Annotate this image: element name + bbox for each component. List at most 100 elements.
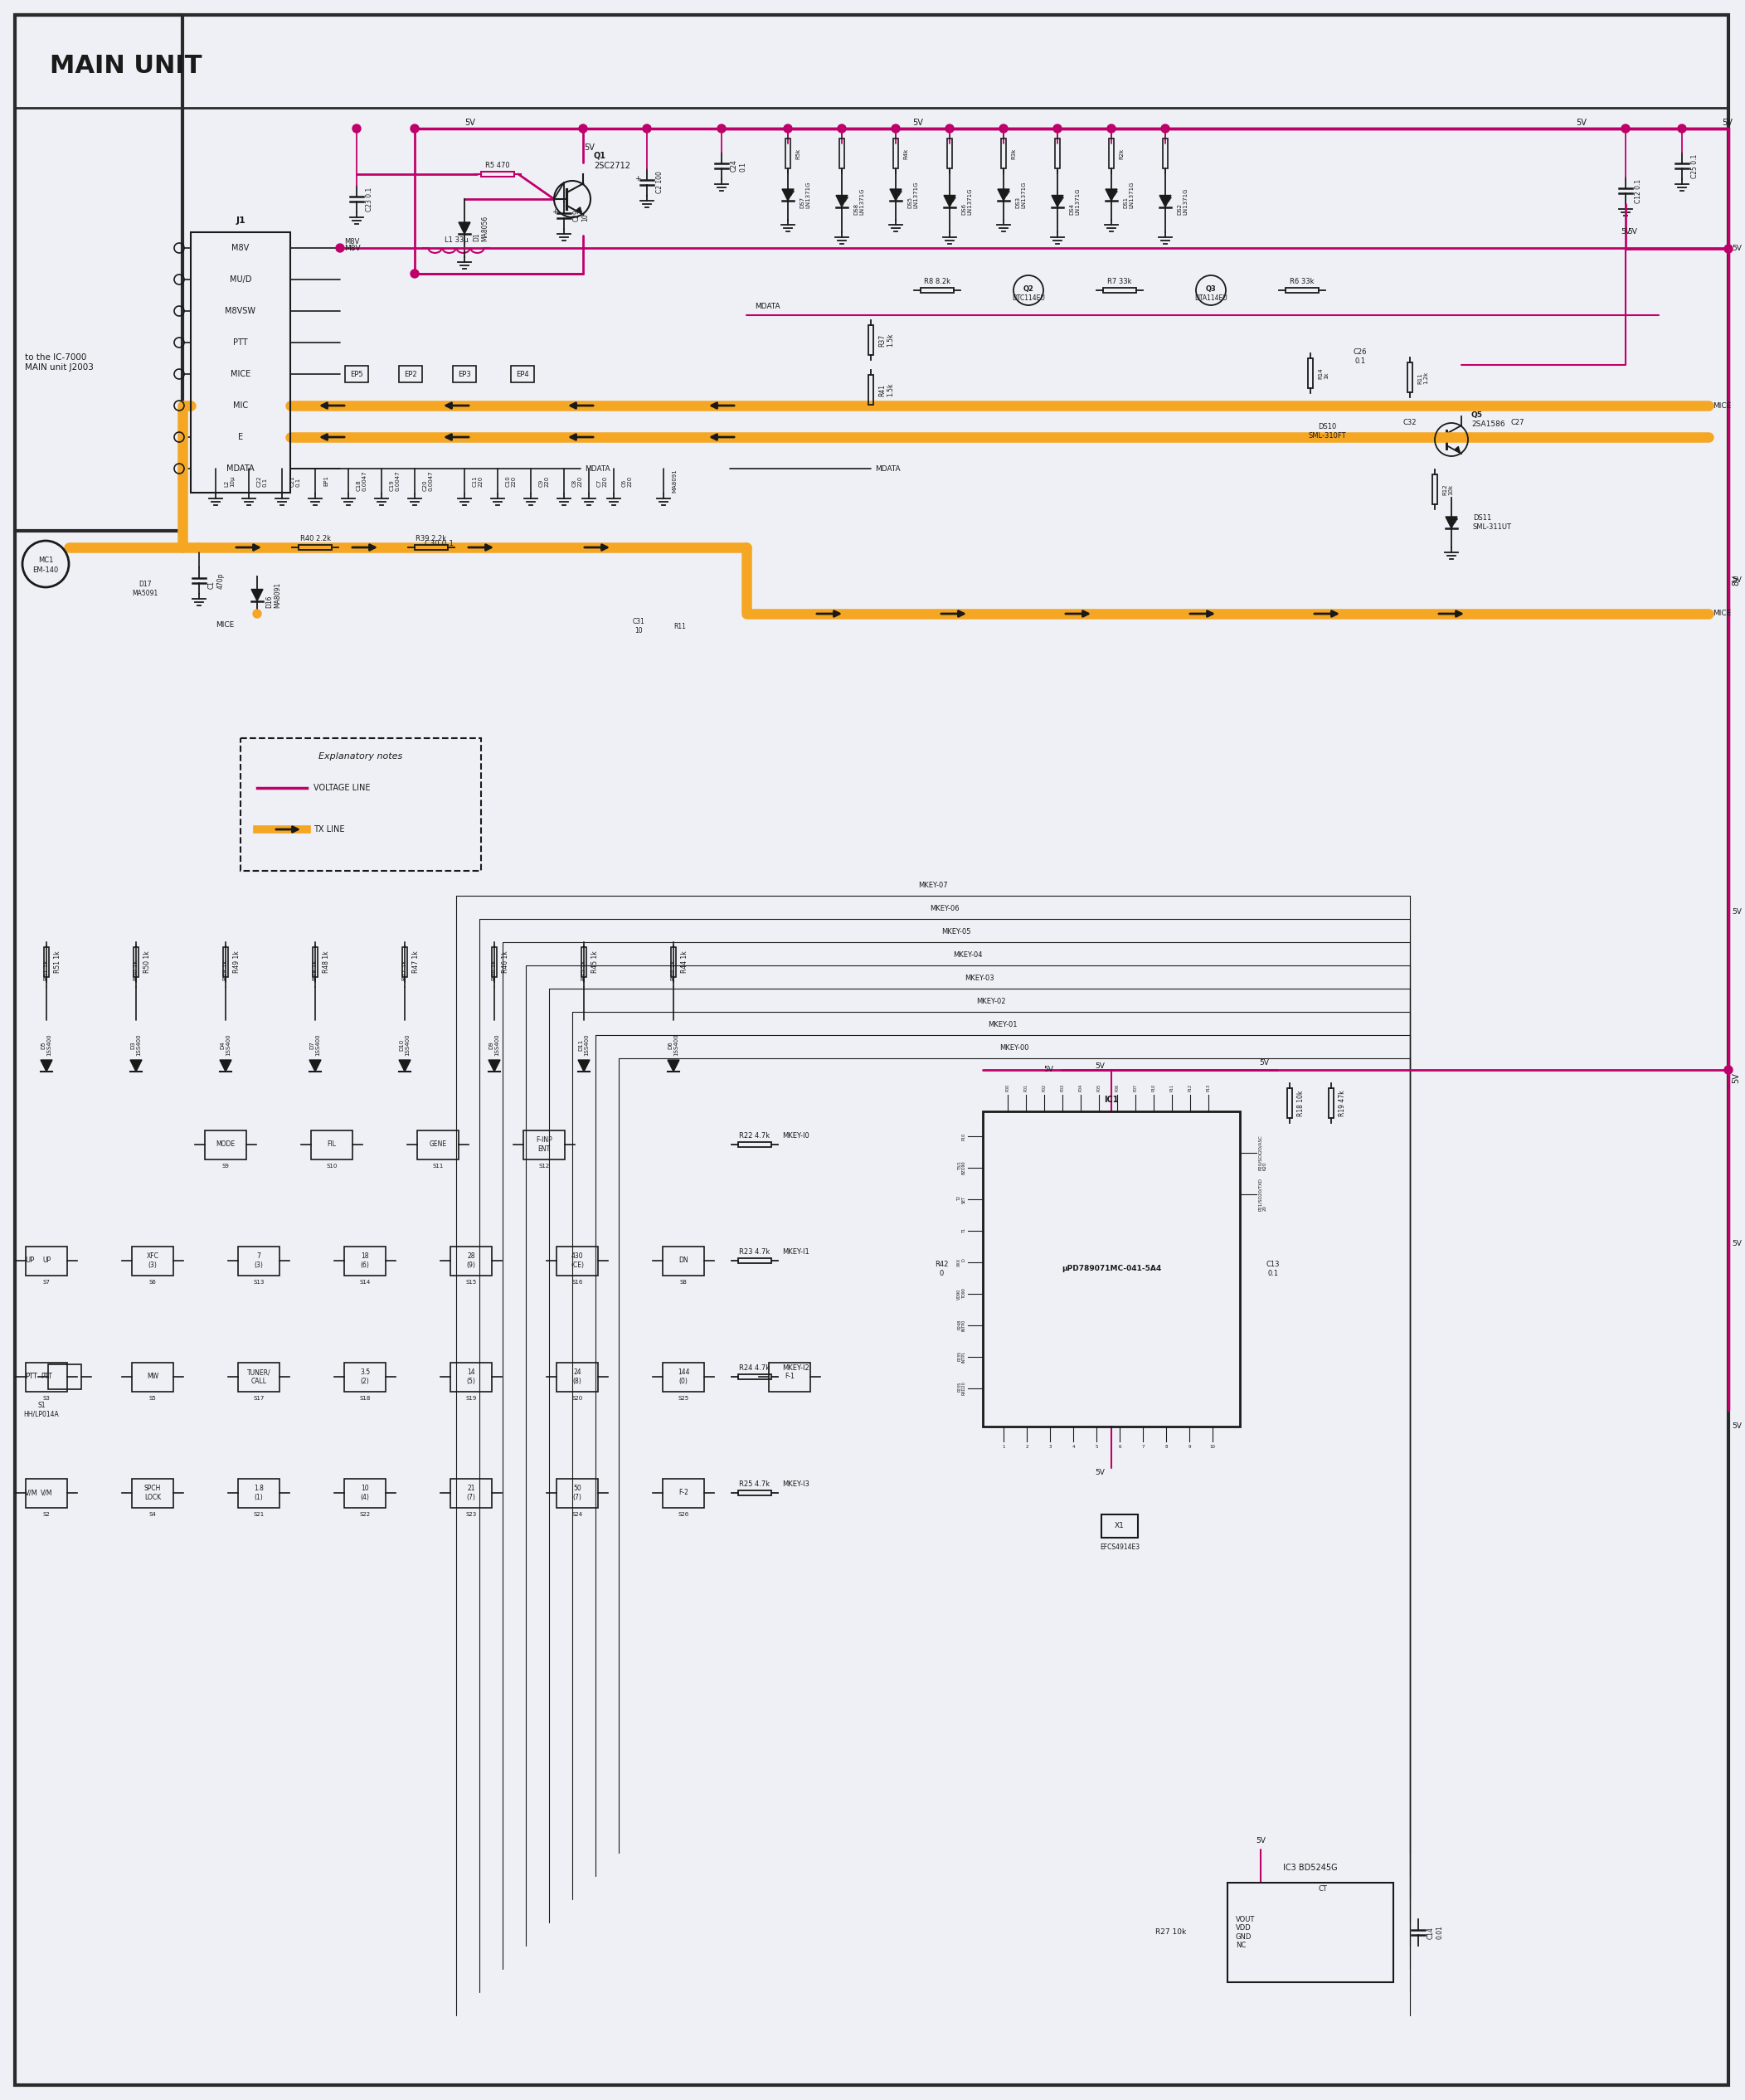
- Text: C13
0.1: C13 0.1: [1267, 1260, 1279, 1277]
- Text: D5
1SS400: D5 1SS400: [42, 1033, 52, 1056]
- Circle shape: [410, 124, 419, 132]
- Circle shape: [946, 124, 955, 132]
- Text: C26
0.1: C26 0.1: [1354, 349, 1366, 365]
- Text: C21
0.1: C21 0.1: [290, 475, 302, 487]
- Text: S24: S24: [572, 1512, 583, 1518]
- Text: R27 10k: R27 10k: [1155, 1928, 1187, 1936]
- Text: MKEY-I0: MKEY-I0: [782, 1132, 810, 1140]
- Text: 2: 2: [1026, 1445, 1028, 1449]
- Text: 5V: 5V: [1260, 1060, 1269, 1067]
- Text: S5: S5: [148, 1397, 157, 1401]
- Text: R51 1k: R51 1k: [54, 951, 61, 972]
- Text: R46 1k: R46 1k: [492, 960, 497, 981]
- Circle shape: [642, 124, 651, 132]
- Polygon shape: [890, 189, 902, 202]
- Text: C8
220: C8 220: [572, 475, 583, 487]
- Text: MKEY-01: MKEY-01: [988, 1021, 1017, 1029]
- Text: R44 1k: R44 1k: [672, 960, 675, 981]
- Text: E: E: [237, 433, 243, 441]
- Text: MKEY-02: MKEY-02: [977, 998, 1005, 1006]
- Text: F-2: F-2: [679, 1489, 688, 1497]
- Bar: [557, 1363, 599, 1392]
- Text: CT: CT: [1319, 1886, 1328, 1892]
- Text: VD90
TO90: VD90 TO90: [958, 1287, 967, 1300]
- Bar: [948, 139, 953, 168]
- Bar: [1227, 1884, 1393, 1982]
- Text: R6 33k: R6 33k: [1290, 279, 1314, 286]
- Text: C27: C27: [1511, 420, 1525, 426]
- Bar: [450, 1363, 492, 1392]
- Text: MODE: MODE: [216, 1140, 236, 1149]
- Text: 144
(0): 144 (0): [677, 1369, 689, 1384]
- Text: EM-140: EM-140: [33, 567, 59, 573]
- Text: T2
SET: T2 SET: [958, 1195, 967, 1203]
- Text: 5V: 5V: [1731, 909, 1742, 916]
- Bar: [344, 1245, 386, 1275]
- Circle shape: [1724, 1067, 1733, 1073]
- Text: P00: P00: [1005, 1084, 1010, 1092]
- Text: IC3 BD5245G: IC3 BD5245G: [1283, 1863, 1338, 1871]
- Text: S13: S13: [253, 1281, 263, 1285]
- Bar: [1101, 1514, 1138, 1537]
- Polygon shape: [1106, 189, 1117, 202]
- Text: D4
1SS400: D4 1SS400: [220, 1033, 230, 1056]
- Bar: [524, 1130, 565, 1159]
- Text: P12: P12: [1188, 1084, 1192, 1092]
- Text: P248
INTP0: P248 INTP0: [958, 1319, 967, 1331]
- Polygon shape: [220, 1060, 232, 1071]
- Text: 5V: 5V: [464, 118, 475, 126]
- Polygon shape: [998, 189, 1009, 202]
- Text: L2
10μ: L2 10μ: [223, 475, 236, 487]
- Text: C31
10: C31 10: [632, 617, 646, 634]
- Text: UP: UP: [24, 1258, 35, 1264]
- Text: R51 1k: R51 1k: [44, 960, 49, 981]
- Text: MKEY-00: MKEY-00: [1000, 1044, 1030, 1052]
- Bar: [237, 1363, 279, 1392]
- Text: V/M: V/M: [40, 1489, 52, 1497]
- Polygon shape: [251, 590, 263, 601]
- Bar: [982, 1111, 1241, 1426]
- Text: 5V: 5V: [1256, 1838, 1265, 1846]
- Circle shape: [335, 244, 344, 252]
- Text: D16
MA8091: D16 MA8091: [265, 582, 281, 609]
- Text: S14: S14: [359, 1281, 370, 1285]
- Text: R23 4.7k: R23 4.7k: [740, 1250, 770, 1256]
- Text: R5 470: R5 470: [485, 162, 510, 170]
- Text: S12: S12: [539, 1163, 550, 1170]
- Text: MKEY-I3: MKEY-I3: [782, 1480, 810, 1489]
- Text: R47 1k: R47 1k: [412, 951, 419, 972]
- Text: 6: 6: [1119, 1445, 1120, 1449]
- Text: R24 4.7k: R24 4.7k: [740, 1365, 770, 1371]
- Text: 5V: 5V: [1621, 229, 1630, 235]
- Text: 5V: 5V: [1731, 246, 1742, 252]
- Bar: [312, 947, 318, 977]
- Bar: [311, 1130, 352, 1159]
- Text: UP: UP: [42, 1258, 51, 1264]
- Text: S21: S21: [253, 1512, 263, 1518]
- Text: M8V: M8V: [344, 244, 361, 252]
- Text: P05: P05: [1098, 1084, 1101, 1092]
- Text: 2SA1586: 2SA1586: [1471, 420, 1504, 428]
- Circle shape: [195, 544, 202, 552]
- Bar: [738, 1373, 771, 1380]
- Text: 7
(3): 7 (3): [255, 1252, 263, 1268]
- Text: MKEY-05: MKEY-05: [942, 928, 970, 934]
- Text: TX LINE: TX LINE: [314, 825, 344, 834]
- Text: Q5: Q5: [1471, 412, 1483, 418]
- Text: S7: S7: [44, 1281, 51, 1285]
- Text: R49 1k: R49 1k: [234, 951, 241, 972]
- Text: R40 2.2k: R40 2.2k: [300, 536, 330, 542]
- Text: +: +: [551, 208, 558, 214]
- Text: R11
1.2k: R11 1.2k: [1417, 372, 1427, 384]
- Text: 5V: 5V: [1731, 1073, 1740, 1084]
- Circle shape: [717, 124, 726, 132]
- Text: VOLTAGE LINE: VOLTAGE LINE: [314, 783, 370, 792]
- Text: 18
(6): 18 (6): [361, 1252, 370, 1268]
- Text: 28
(9): 28 (9): [466, 1252, 476, 1268]
- Text: S26: S26: [677, 1512, 689, 1518]
- Bar: [869, 326, 872, 355]
- Text: P21/SO20/TXD
20: P21/SO20/TXD 20: [1258, 1178, 1267, 1212]
- Text: P10: P10: [961, 1132, 967, 1140]
- Circle shape: [1108, 124, 1115, 132]
- Text: C6
220: C6 220: [621, 475, 633, 487]
